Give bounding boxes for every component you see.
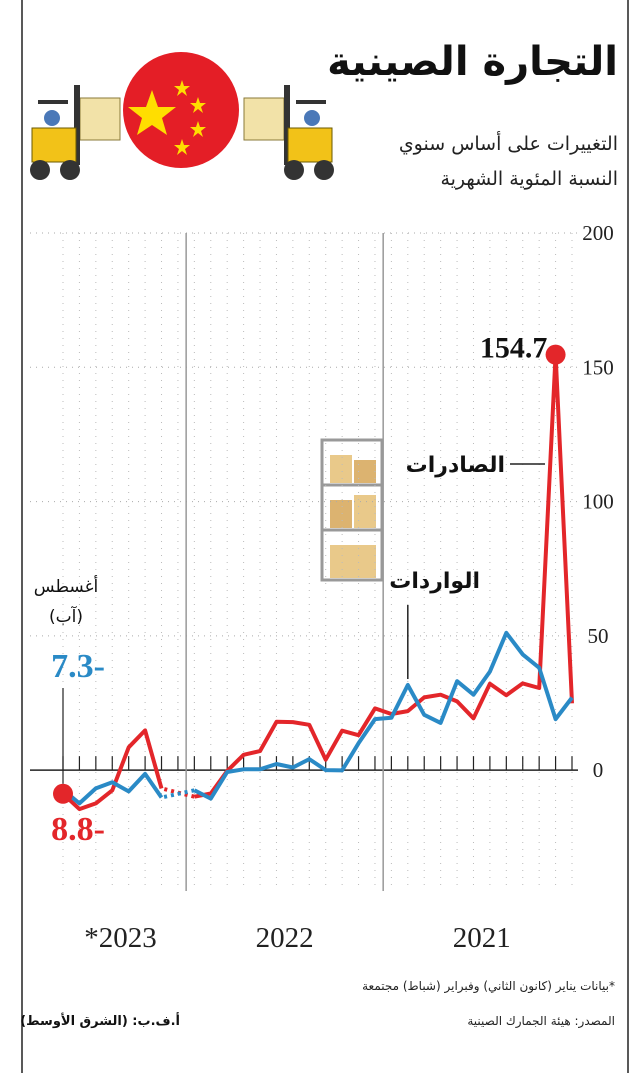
subtitle: النسبة المئوية الشهرية [440,168,618,190]
y-tick-label: 100 [582,490,614,514]
point-marker [53,784,73,804]
y-tick-label: 50 [588,624,609,648]
warehouse-shelf [322,440,382,580]
annotation: أغسطس [34,575,98,597]
value-label: 8.8- [51,811,105,848]
y-tick-label: 200 [582,221,614,245]
value-label: 7.3- [51,648,105,685]
subtitle: التغييرات على أساس سنوي [399,131,618,155]
credit: أ.ف.ب: (الشرق الأوسط) [20,1012,180,1029]
forklift-left [30,85,120,180]
annotation: (آب) [49,605,83,627]
y-tick-label: 150 [582,355,614,379]
series-line [63,355,572,809]
value-label: 154.7 [480,332,548,365]
infographic: التجارة الصينية التغييرات على أساس سنوي … [0,0,640,1073]
y-tick-label: 0 [593,758,604,782]
series-label: الصادرات [406,453,505,478]
series-label: الواردات [389,569,480,594]
point-marker [546,345,566,365]
year-label: *2023 [84,922,157,954]
footnote: *بيانات يناير (كانون الثاني) وفبراير (شب… [362,979,615,994]
year-label: 2022 [256,922,314,954]
source: المصدر: هيئة الجمارك الصينية [467,1014,615,1029]
page: التجارة الصينية التغييرات على أساس سنوي … [0,0,640,1073]
series-line [63,633,572,804]
forklift-right [244,85,334,180]
china-flag [123,52,239,168]
year-label: 2021 [453,922,511,954]
title: التجارة الصينية [327,39,618,85]
